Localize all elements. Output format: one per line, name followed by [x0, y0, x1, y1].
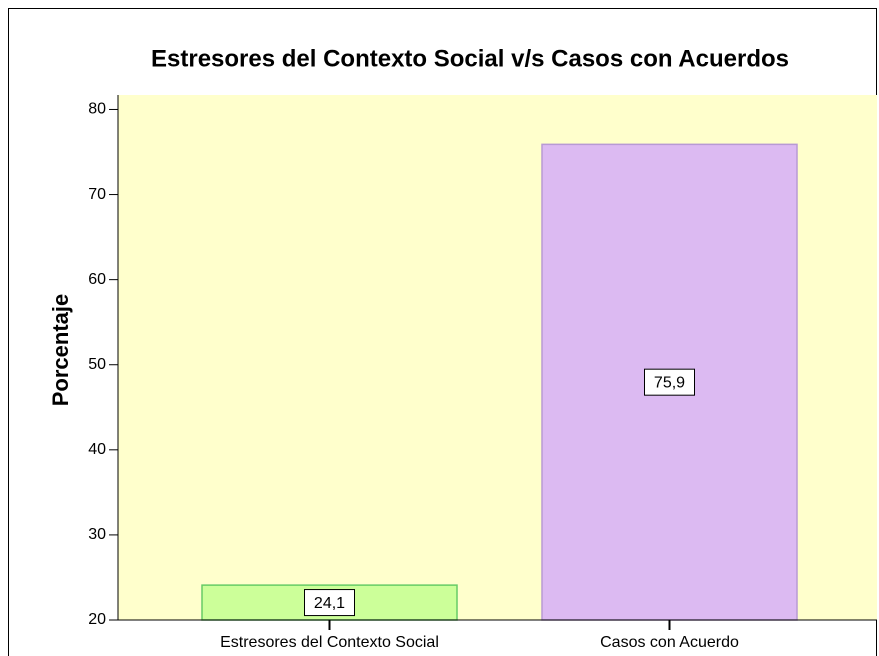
value-label: 75,9	[654, 374, 685, 391]
y-tick-label: 60	[88, 271, 106, 288]
x-tick-label: Estresores del Contexto Social	[220, 634, 439, 651]
value-label-box	[644, 368, 695, 396]
value-label: 24,1	[314, 595, 345, 612]
y-axis-label: Porcentaje	[48, 294, 73, 407]
y-tick-label: 70	[88, 186, 106, 203]
y-tick-label: 20	[88, 611, 106, 628]
value-label-box	[304, 589, 355, 617]
x-tick-label: Casos con Acuerdo	[600, 634, 739, 651]
chart-title: Estresores del Contexto Social v/s Casos…	[151, 45, 789, 72]
y-tick-label: 30	[88, 526, 106, 543]
y-tick-label: 40	[88, 441, 106, 458]
y-tick-label: 50	[88, 356, 106, 373]
y-tick-label: 80	[88, 101, 106, 118]
